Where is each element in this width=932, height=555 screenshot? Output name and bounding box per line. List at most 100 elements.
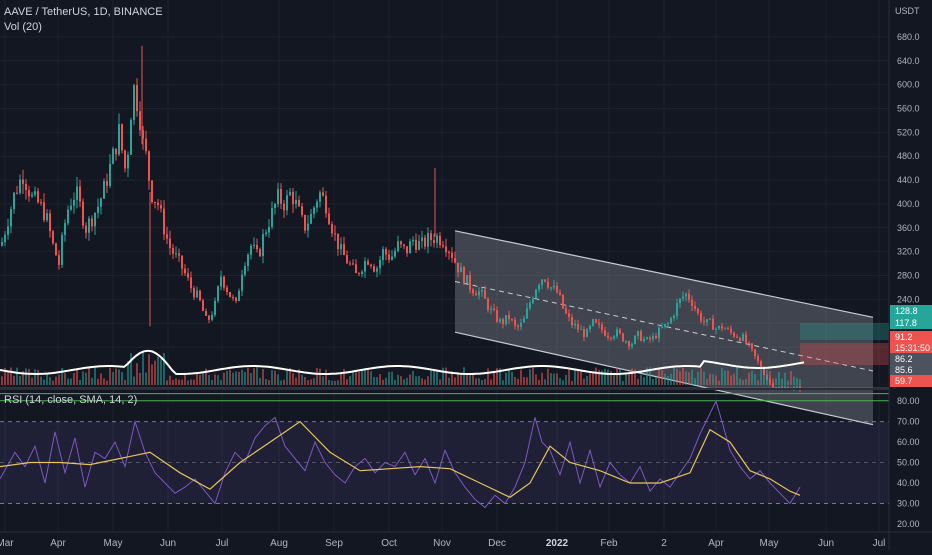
volume-bar bbox=[37, 369, 39, 385]
volume-bar bbox=[631, 368, 633, 385]
volume-bar bbox=[682, 367, 684, 385]
candle bbox=[517, 324, 519, 331]
volume-bar bbox=[727, 370, 729, 385]
volume-bar bbox=[190, 379, 192, 385]
candle bbox=[61, 232, 63, 268]
volume-bars bbox=[1, 351, 801, 385]
volume-bar bbox=[181, 379, 183, 385]
volume-bar bbox=[250, 373, 252, 385]
rsi-legend[interactable]: RSI (14, close, SMA, 14, 2) bbox=[4, 394, 138, 406]
volume-bar bbox=[67, 378, 69, 385]
volume-bar bbox=[742, 379, 744, 385]
candle bbox=[601, 322, 603, 334]
volume-bar bbox=[679, 371, 681, 385]
candle bbox=[430, 229, 432, 247]
candle bbox=[10, 206, 12, 234]
candle bbox=[520, 318, 522, 331]
volume-bar bbox=[787, 380, 789, 385]
candle bbox=[412, 236, 414, 246]
candle bbox=[535, 288, 537, 300]
volume-bar bbox=[271, 370, 273, 385]
volume-bar bbox=[793, 376, 795, 385]
time-axis[interactable]: Mar Apr May Jun Jul Aug Sep Oct Nov Dec 2022 Feb 2 Ap… bbox=[0, 538, 885, 549]
volume-bar bbox=[709, 373, 711, 385]
candle bbox=[370, 263, 372, 269]
volume-bar bbox=[583, 378, 585, 385]
regression-channel[interactable] bbox=[455, 230, 873, 425]
volume-bar bbox=[79, 380, 81, 385]
candle bbox=[202, 298, 204, 312]
target-zone-profit[interactable] bbox=[800, 323, 889, 340]
candle bbox=[502, 317, 504, 329]
candle bbox=[553, 279, 555, 290]
candle bbox=[493, 303, 495, 312]
price-badge-label: 128.8 bbox=[895, 306, 918, 316]
volume-bar bbox=[31, 377, 33, 385]
time-tick-label: Aug bbox=[270, 538, 288, 549]
candle bbox=[187, 267, 189, 281]
candle bbox=[739, 336, 741, 342]
candle bbox=[367, 258, 369, 266]
volume-bar bbox=[313, 378, 315, 385]
candle bbox=[154, 201, 156, 209]
candle bbox=[490, 305, 492, 315]
candle bbox=[88, 216, 90, 241]
candle bbox=[559, 289, 561, 297]
volume-bar bbox=[334, 380, 336, 385]
target-zone-loss[interactable] bbox=[800, 343, 889, 365]
symbol-title[interactable]: AAVE / TetherUS, 1D, BINANCE bbox=[4, 6, 163, 18]
volume-bar bbox=[118, 369, 120, 385]
volume-bar bbox=[22, 371, 24, 385]
volume-bar bbox=[412, 371, 414, 385]
candle bbox=[70, 198, 72, 211]
time-tick-label: Jul bbox=[216, 538, 229, 549]
candle bbox=[703, 316, 705, 326]
price-axis[interactable] bbox=[889, 0, 932, 550]
volume-bar bbox=[280, 380, 282, 385]
candle bbox=[505, 315, 507, 326]
candle bbox=[157, 199, 159, 211]
rsi-ma-line bbox=[0, 420, 801, 498]
volume-bar bbox=[769, 371, 771, 385]
volume-bar bbox=[484, 378, 486, 385]
volume-bar bbox=[553, 373, 555, 385]
volume-bar bbox=[127, 361, 129, 385]
volume-bar bbox=[229, 369, 231, 385]
volume-bar bbox=[145, 372, 147, 385]
volume-bar bbox=[472, 374, 474, 385]
volume-bar bbox=[307, 380, 309, 385]
time-tick-label: Oct bbox=[381, 538, 397, 549]
volume-bar bbox=[589, 373, 591, 385]
volume-bar bbox=[352, 371, 354, 385]
volume-bar bbox=[160, 359, 162, 385]
candle bbox=[544, 279, 546, 283]
volume-bar bbox=[148, 354, 150, 385]
candle bbox=[115, 148, 117, 161]
channel-upper-line[interactable] bbox=[454, 230, 874, 318]
volume-bar bbox=[373, 377, 375, 385]
volume-bar bbox=[238, 371, 240, 385]
volume-bar bbox=[511, 371, 513, 385]
time-tick-label: Jun bbox=[160, 538, 176, 549]
candle bbox=[358, 272, 360, 277]
volume-bar bbox=[253, 368, 255, 385]
volume-bar bbox=[46, 373, 48, 385]
volume-bar bbox=[94, 367, 96, 385]
volume-bar bbox=[103, 378, 105, 385]
candle bbox=[328, 207, 330, 226]
candle bbox=[706, 318, 708, 327]
volume-bar bbox=[316, 367, 318, 385]
volume-legend[interactable]: Vol (20) bbox=[4, 21, 42, 33]
price-tick-label: 600.0 bbox=[897, 80, 920, 90]
volume-bar bbox=[88, 367, 90, 385]
volume-bar bbox=[532, 367, 534, 385]
candle bbox=[550, 286, 552, 292]
price-candles bbox=[1, 45, 801, 392]
volume-bar bbox=[607, 369, 609, 385]
candle bbox=[85, 222, 87, 239]
candle bbox=[619, 327, 621, 335]
candle bbox=[100, 197, 102, 215]
volume-bar bbox=[775, 378, 777, 385]
volume-bar bbox=[382, 379, 384, 385]
